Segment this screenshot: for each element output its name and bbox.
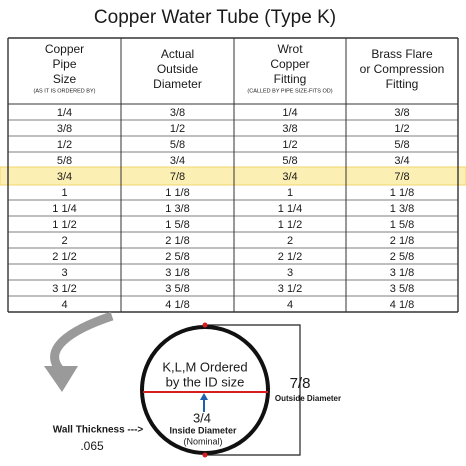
cell: 4 1/8 <box>165 299 189 311</box>
header-text: Fitting <box>274 72 307 86</box>
cell: 1/4 <box>57 107 72 119</box>
cell: 7/8 <box>170 171 185 183</box>
cell: 2 1/8 <box>390 235 414 247</box>
header-text: Brass Flare <box>371 47 433 61</box>
cell: 1 <box>287 187 293 199</box>
header-text: Diameter <box>153 77 202 91</box>
cell: 2 1/2 <box>52 251 76 263</box>
blue-arrow-head <box>200 393 208 400</box>
header-note: (AS IT IS ORDERED BY) <box>34 88 96 94</box>
circle-text: by the ID size <box>166 374 245 389</box>
cell: 1 1/4 <box>52 203 76 215</box>
cell: 1 1/8 <box>165 187 189 199</box>
cell: 1 5/8 <box>390 219 414 231</box>
cell: 1 3/8 <box>390 203 414 215</box>
cell: 5/8 <box>170 139 185 151</box>
id-label: Inside Diameter <box>169 425 237 435</box>
cell: 5/8 <box>57 155 72 167</box>
cell: 3/8 <box>57 123 72 135</box>
header-text: Copper <box>45 42 84 56</box>
cell: 2 <box>287 235 293 247</box>
cell: 4 <box>287 299 293 311</box>
id-value: 3/4 <box>193 410 211 425</box>
cell: 3 <box>61 267 67 279</box>
header-text: Size <box>53 72 77 86</box>
cell: 3 <box>287 267 293 279</box>
arrow-head <box>44 366 78 392</box>
cell: 4 1/8 <box>390 299 414 311</box>
cell: 1 1/8 <box>390 187 414 199</box>
cell: 1/4 <box>282 107 297 119</box>
header-text: Copper <box>270 57 309 71</box>
marker <box>202 452 208 458</box>
od-bracket <box>205 324 301 456</box>
cell: 3 1/8 <box>165 267 189 279</box>
cell: 3/4 <box>170 155 185 167</box>
id-note: (Nominal) <box>183 436 222 446</box>
cell: 1/2 <box>170 123 185 135</box>
cell: 3/8 <box>282 123 297 135</box>
cell: 2 5/8 <box>390 251 414 263</box>
cell: 3/8 <box>170 107 185 119</box>
cell: 3/4 <box>57 171 72 183</box>
cell: 3 1/2 <box>52 283 76 295</box>
cell: 2 1/8 <box>165 235 189 247</box>
cell: 1 1/4 <box>278 203 302 215</box>
title: Copper Water Tube (Type K) <box>94 7 336 28</box>
wall-value: .065 <box>80 439 104 453</box>
header-text: Actual <box>161 47 194 61</box>
cell: 3 1/2 <box>278 283 302 295</box>
cell: 7/8 <box>394 171 409 183</box>
header-text: or Compression <box>360 62 445 76</box>
cell: 2 <box>61 235 67 247</box>
cell: 5/8 <box>394 139 409 151</box>
header-text: Outside <box>157 62 199 76</box>
curved-arrow <box>50 311 114 376</box>
cell: 3 5/8 <box>390 283 414 295</box>
cell: 5/8 <box>282 155 297 167</box>
od-label: Outside Diameter <box>275 394 341 403</box>
row-highlight <box>0 166 466 186</box>
header-text: Wrot <box>277 42 303 56</box>
cell: 1 <box>61 187 67 199</box>
cell: 1/2 <box>394 123 409 135</box>
circle-text: K,L,M Ordered <box>162 359 247 374</box>
cell: 1/2 <box>57 139 72 151</box>
cell: 3/4 <box>394 155 409 167</box>
cell: 1 5/8 <box>165 219 189 231</box>
cell: 1/2 <box>282 139 297 151</box>
cell: 3 1/8 <box>390 267 414 279</box>
cell: 3/4 <box>282 171 297 183</box>
wall-label: Wall Thickness ---> <box>53 425 144 436</box>
header-note: (CALLED BY PIPE SIZE-FITS OD) <box>247 88 332 94</box>
cell: 3 5/8 <box>165 283 189 295</box>
header-text: Pipe <box>52 57 76 71</box>
cell: 1 1/2 <box>278 219 302 231</box>
header-text: Fitting <box>386 77 419 91</box>
cell: 4 <box>61 299 67 311</box>
cell: 1 1/2 <box>52 219 76 231</box>
cell: 2 5/8 <box>165 251 189 263</box>
cell: 1 3/8 <box>165 203 189 215</box>
cell: 3/8 <box>394 107 409 119</box>
marker <box>202 322 208 328</box>
od-value: 7/8 <box>290 375 311 392</box>
cell: 2 1/2 <box>278 251 302 263</box>
